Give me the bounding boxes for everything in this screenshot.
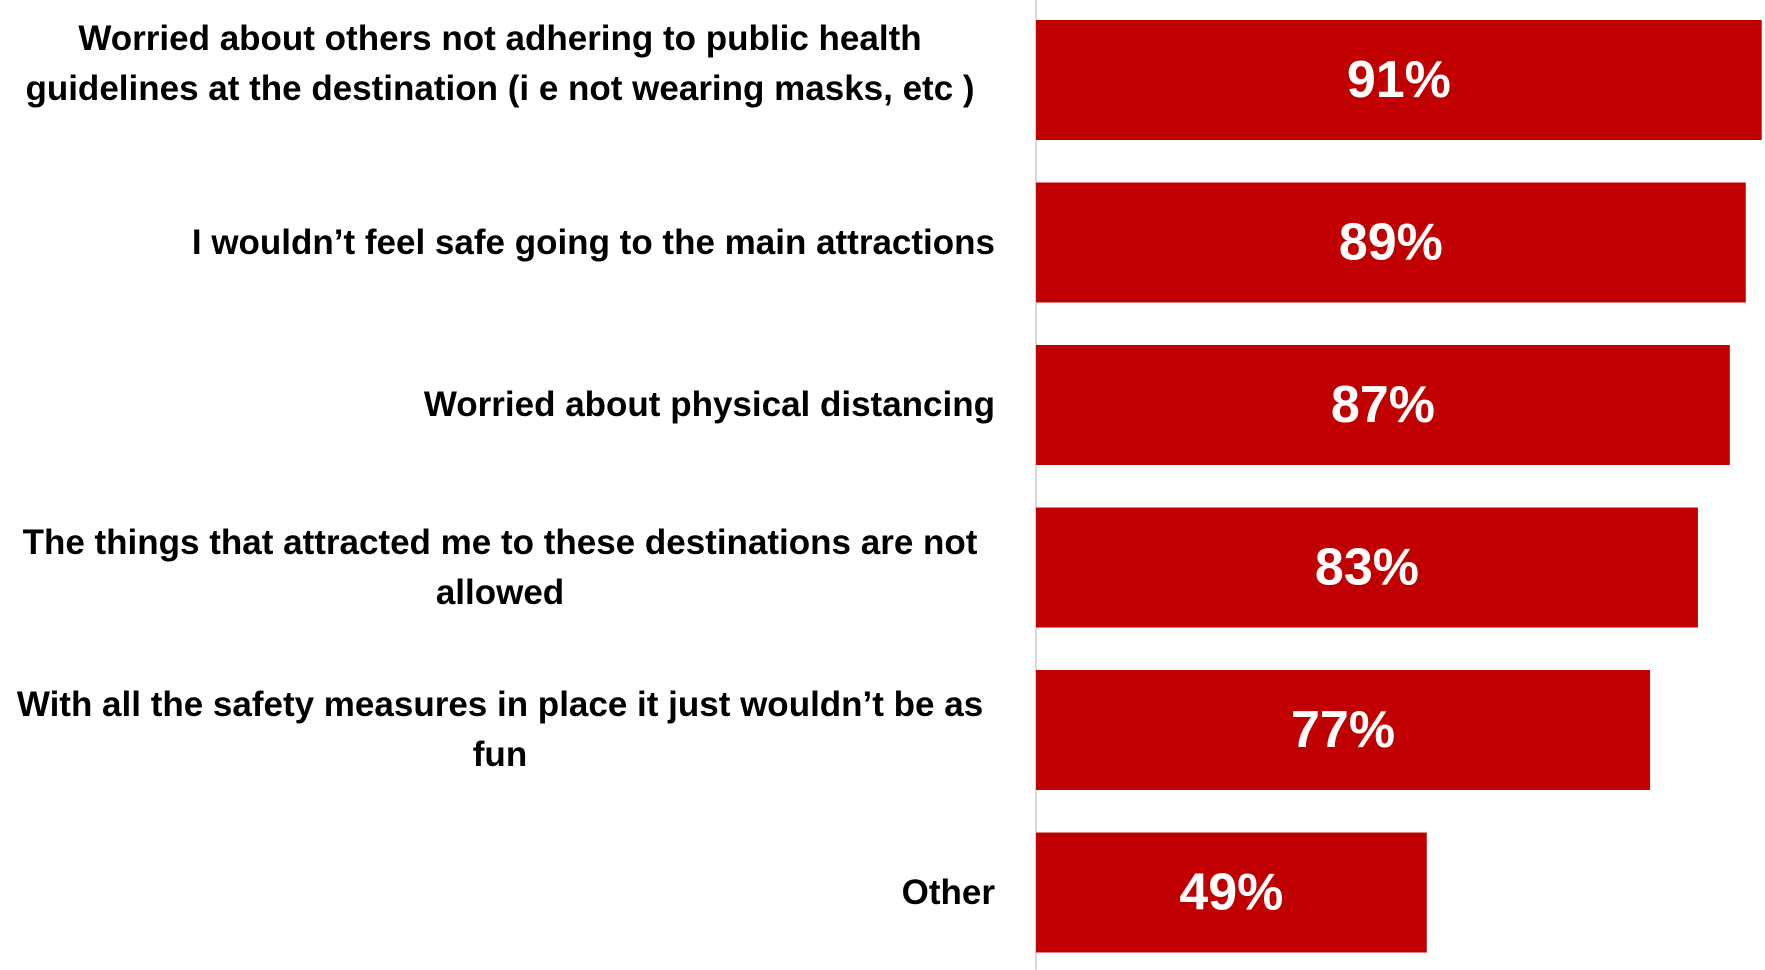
data-label-3: 83% xyxy=(1315,539,1419,597)
bar-1 xyxy=(1036,182,1746,303)
data-label-4: 77% xyxy=(1291,701,1395,759)
bar-2 xyxy=(1036,345,1730,465)
category-label-1: I wouldn’t feel safe going to the main a… xyxy=(191,222,995,262)
category-label-2: Worried about physical distancing xyxy=(423,385,995,424)
bar-4 xyxy=(1036,670,1651,790)
category-label-5: Other xyxy=(901,872,995,912)
bar-0 xyxy=(1036,20,1762,140)
bars-group xyxy=(1036,20,1762,953)
data-label-2: 87% xyxy=(1331,376,1435,434)
data-label-0: 91% xyxy=(1347,51,1451,109)
data-labels-group: 91% 89% 87% 83% 77% 49% xyxy=(1179,51,1451,922)
data-label-5: 49% xyxy=(1179,864,1283,922)
category-label-3: The things that attracted me to these de… xyxy=(22,522,978,612)
data-label-1: 89% xyxy=(1339,214,1443,272)
category-label-0: Worried about others not adhering to pub… xyxy=(25,19,975,108)
category-label-4: With all the safety measures in place it… xyxy=(16,685,984,774)
bar-5 xyxy=(1036,832,1427,953)
bar-3 xyxy=(1036,507,1698,628)
